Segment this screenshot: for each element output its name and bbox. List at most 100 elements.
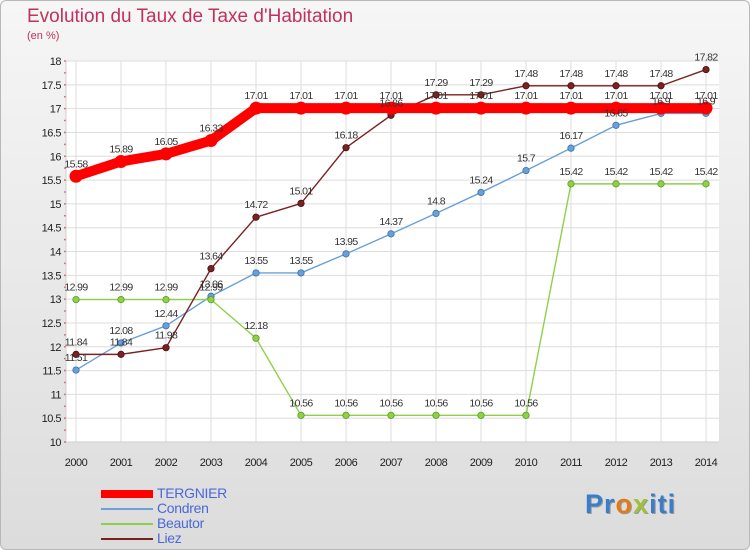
legend-label-beautor: Beautor [157,515,204,531]
y-tick-mark [64,83,66,86]
data-point-tergnier [519,101,533,115]
data-label-beautor: 10.56 [379,397,403,409]
data-label-tergnier: 17.01 [694,90,718,102]
x-tick-label: 2002 [155,457,178,469]
data-label-condren: 14.8 [427,195,446,207]
data-label-liez: 11.84 [65,336,88,348]
data-label-liez: 17.29 [469,77,493,89]
x-tick-label: 2012 [605,457,628,469]
y-tick-label: 17 [50,104,62,116]
data-label-liez: 17.82 [694,52,718,64]
y-tick-label: 15.5 [42,175,62,187]
y-tick-label: 10 [50,437,62,449]
data-label-liez: 11.98 [155,330,178,342]
data-label-tergnier: 15.89 [109,143,133,155]
x-tick-label: 2011 [560,457,582,469]
data-point-tergnier [204,134,218,148]
data-point-beautor [117,296,125,304]
logo-letter: o [615,489,634,519]
data-point-condren [297,269,305,277]
data-label-tergnier: 17.01 [244,90,268,102]
y-tick-label: 16.5 [42,127,62,139]
data-label-liez: 17.29 [424,77,448,89]
data-point-tergnier [249,101,263,115]
data-point-tergnier [699,101,713,115]
y-tick-mark [64,322,66,324]
y-tick-mark [64,441,66,443]
data-label-condren: 11.51 [65,352,88,364]
chart-title: Evolution du Taux de Taxe d'Habitation [27,6,354,27]
data-label-beautor: 12.18 [244,320,268,332]
data-label-condren: 16.17 [559,130,583,142]
data-point-liez [612,82,620,90]
data-point-liez [207,265,215,273]
data-label-beautor: 10.56 [334,397,358,409]
data-point-liez [657,82,665,90]
y-minor-tick-mark [64,238,66,241]
data-point-liez [432,91,440,99]
axes: 10 10.5 11 11.5 12 12.5 13 13.5 14 14.5 15 15.5 16 16… [42,56,719,469]
y-tick-label: 10.5 [42,413,62,425]
data-point-liez [297,199,305,207]
data-point-liez [72,350,80,358]
data-point-beautor [657,180,665,188]
data-point-beautor [522,411,530,419]
data-label-beautor: 12.99 [64,282,88,294]
data-label-beautor: 10.56 [289,397,313,409]
data-point-liez [252,213,260,221]
data-label-condren: 12.44 [154,308,178,320]
data-label-beautor: 15.42 [604,166,628,178]
x-tick-label: 2004 [245,457,268,469]
data-point-condren [432,209,440,217]
data-point-condren [477,188,485,197]
y-minor-tick-mark [64,95,66,98]
data-label-tergnier: 17.01 [289,90,313,102]
data-label-liez: 13.64 [199,251,223,263]
logo-letter: r [604,489,616,519]
data-point-condren [117,339,125,347]
y-tick-label: 11.5 [42,366,61,378]
data-point-tergnier [564,101,578,115]
logo-letter: t [657,489,668,519]
data-point-condren [567,144,575,152]
y-tick-mark [64,274,66,277]
legend-swatch-tergnier [101,490,153,498]
y-minor-tick-mark [64,167,66,170]
data-label-condren: 13.55 [244,255,268,267]
data-point-condren [252,269,260,277]
y-tick-label: 17.5 [42,80,62,92]
data-label-liez: 17.48 [604,68,628,80]
data-point-liez [702,65,710,74]
data-label-beautor: 12.99 [154,282,178,294]
legend-swatch-beautor [101,523,153,525]
y-tick-mark [64,369,66,372]
x-tick-label: 2010 [515,457,538,469]
data-label-tergnier: 17.01 [469,90,493,102]
data-point-beautor [342,411,350,419]
x-tick-label: 2003 [200,457,223,469]
y-tick-label: 11 [51,389,62,401]
data-point-beautor [567,180,575,188]
y-tick-mark [64,226,66,229]
data-point-tergnier [114,154,128,168]
logo-letter: P [585,489,605,519]
x-tick-label: 2013 [650,457,673,469]
y-tick-mark [64,60,66,62]
data-label-tergnier: 16.33 [199,123,223,135]
y-tick-mark [64,298,66,301]
data-point-beautor [252,334,260,342]
data-point-liez [117,350,125,358]
x-tick-label: 2001 [110,457,133,469]
data-label-beautor: 10.56 [424,397,448,409]
data-label-tergnier: 17.01 [514,90,538,102]
data-label-beautor: 10.56 [469,397,493,409]
y-minor-tick-mark [64,405,66,408]
y-minor-tick-mark [64,262,66,265]
x-tick-label: 2009 [470,457,493,469]
y-minor-tick-mark [64,381,66,384]
data-label-beautor: 15.42 [649,166,673,178]
data-label-condren: 13.06 [199,278,223,290]
y-tick-label: 12.5 [42,318,62,330]
